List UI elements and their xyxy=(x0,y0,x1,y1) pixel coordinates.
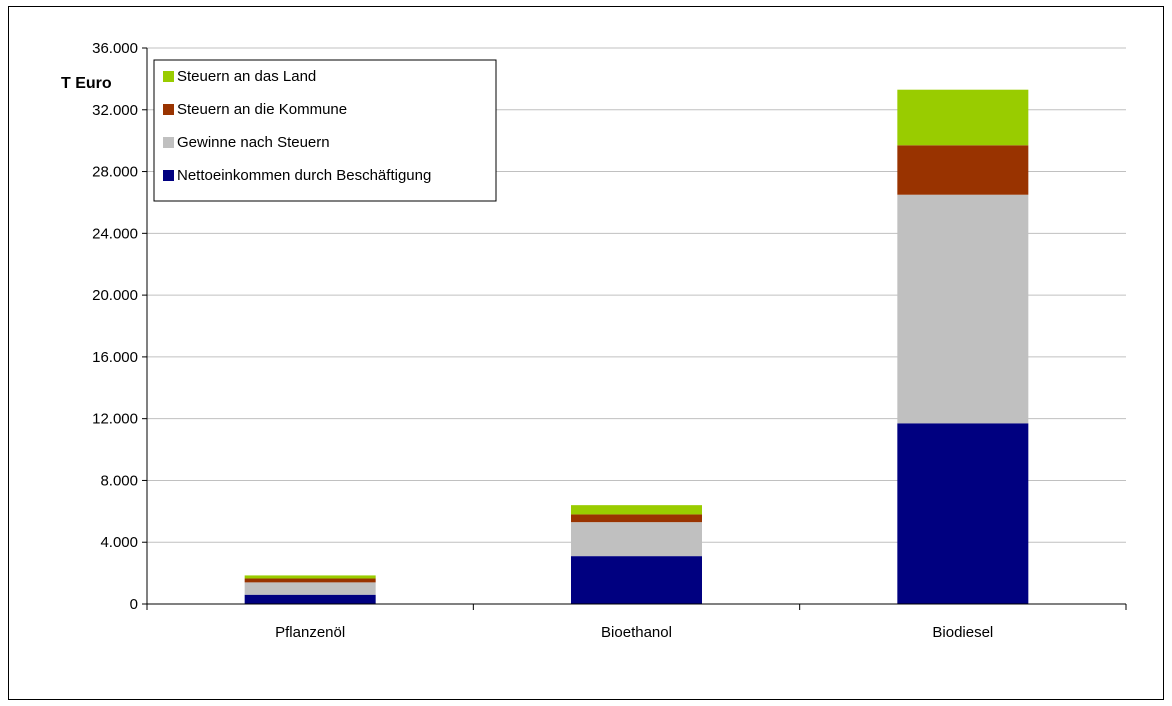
y-tick-label: 16.000 xyxy=(92,349,138,366)
bar-segment xyxy=(571,522,702,557)
x-tick-label: Pflanzenöl xyxy=(275,624,345,641)
legend-swatch xyxy=(163,137,174,148)
y-tick-label: 36.000 xyxy=(92,40,138,57)
y-tick-label: 28.000 xyxy=(92,164,138,181)
axes xyxy=(146,48,1126,605)
legend-entry: Steuern an die Kommune xyxy=(177,101,347,118)
bar-segment xyxy=(571,514,702,523)
bar-segment xyxy=(244,594,376,604)
x-tick-label: Bioethanol xyxy=(601,624,672,641)
x-tick-labels: Pflanzenöl Bioethanol Biodiesel xyxy=(146,604,1127,641)
y-tick-label: 0 xyxy=(130,596,138,613)
y-tick-label: 12.000 xyxy=(92,411,138,428)
y-tick-label: 24.000 xyxy=(92,225,138,242)
bar-segment xyxy=(571,505,702,515)
bar-segment xyxy=(244,575,376,579)
legend-swatch xyxy=(163,71,174,82)
legend: Steuern an das Land Steuern an die Kommun… xyxy=(153,59,497,202)
y-tick-label: 8.000 xyxy=(100,472,138,489)
y-tick-labels: 0 4.000 8.000 12.000 16.000 20.000 24.000 28.00… xyxy=(92,40,147,613)
legend-entry: Nettoeinkommen durch Beschäftigung xyxy=(177,167,431,184)
bar-segment xyxy=(571,556,702,604)
bar-segment xyxy=(897,194,1029,424)
bar-segment xyxy=(897,89,1029,146)
y-tick-label: 32.000 xyxy=(92,102,138,119)
stacked-bar-chart: 0 4.000 8.000 12.000 16.000 20.000 24.000 28.00… xyxy=(61,40,1127,641)
y-tick-label: 20.000 xyxy=(92,287,138,304)
y-axis-label: T Euro xyxy=(61,75,112,92)
legend-box xyxy=(153,59,497,202)
bar-segment xyxy=(897,145,1029,195)
bar-segment xyxy=(244,578,376,583)
chart-frame: 0 4.000 8.000 12.000 16.000 20.000 24.000 28.00… xyxy=(8,6,1164,700)
bar-segment xyxy=(244,582,376,595)
legend-swatch xyxy=(163,104,174,115)
x-tick-label: Biodiesel xyxy=(932,624,993,641)
legend-swatch xyxy=(163,170,174,181)
bar-segment xyxy=(897,423,1029,604)
legend-entry: Steuern an das Land xyxy=(177,68,316,85)
legend-entry: Gewinne nach Steuern xyxy=(177,134,330,151)
bars xyxy=(244,89,1029,604)
y-tick-label: 4.000 xyxy=(100,534,138,551)
